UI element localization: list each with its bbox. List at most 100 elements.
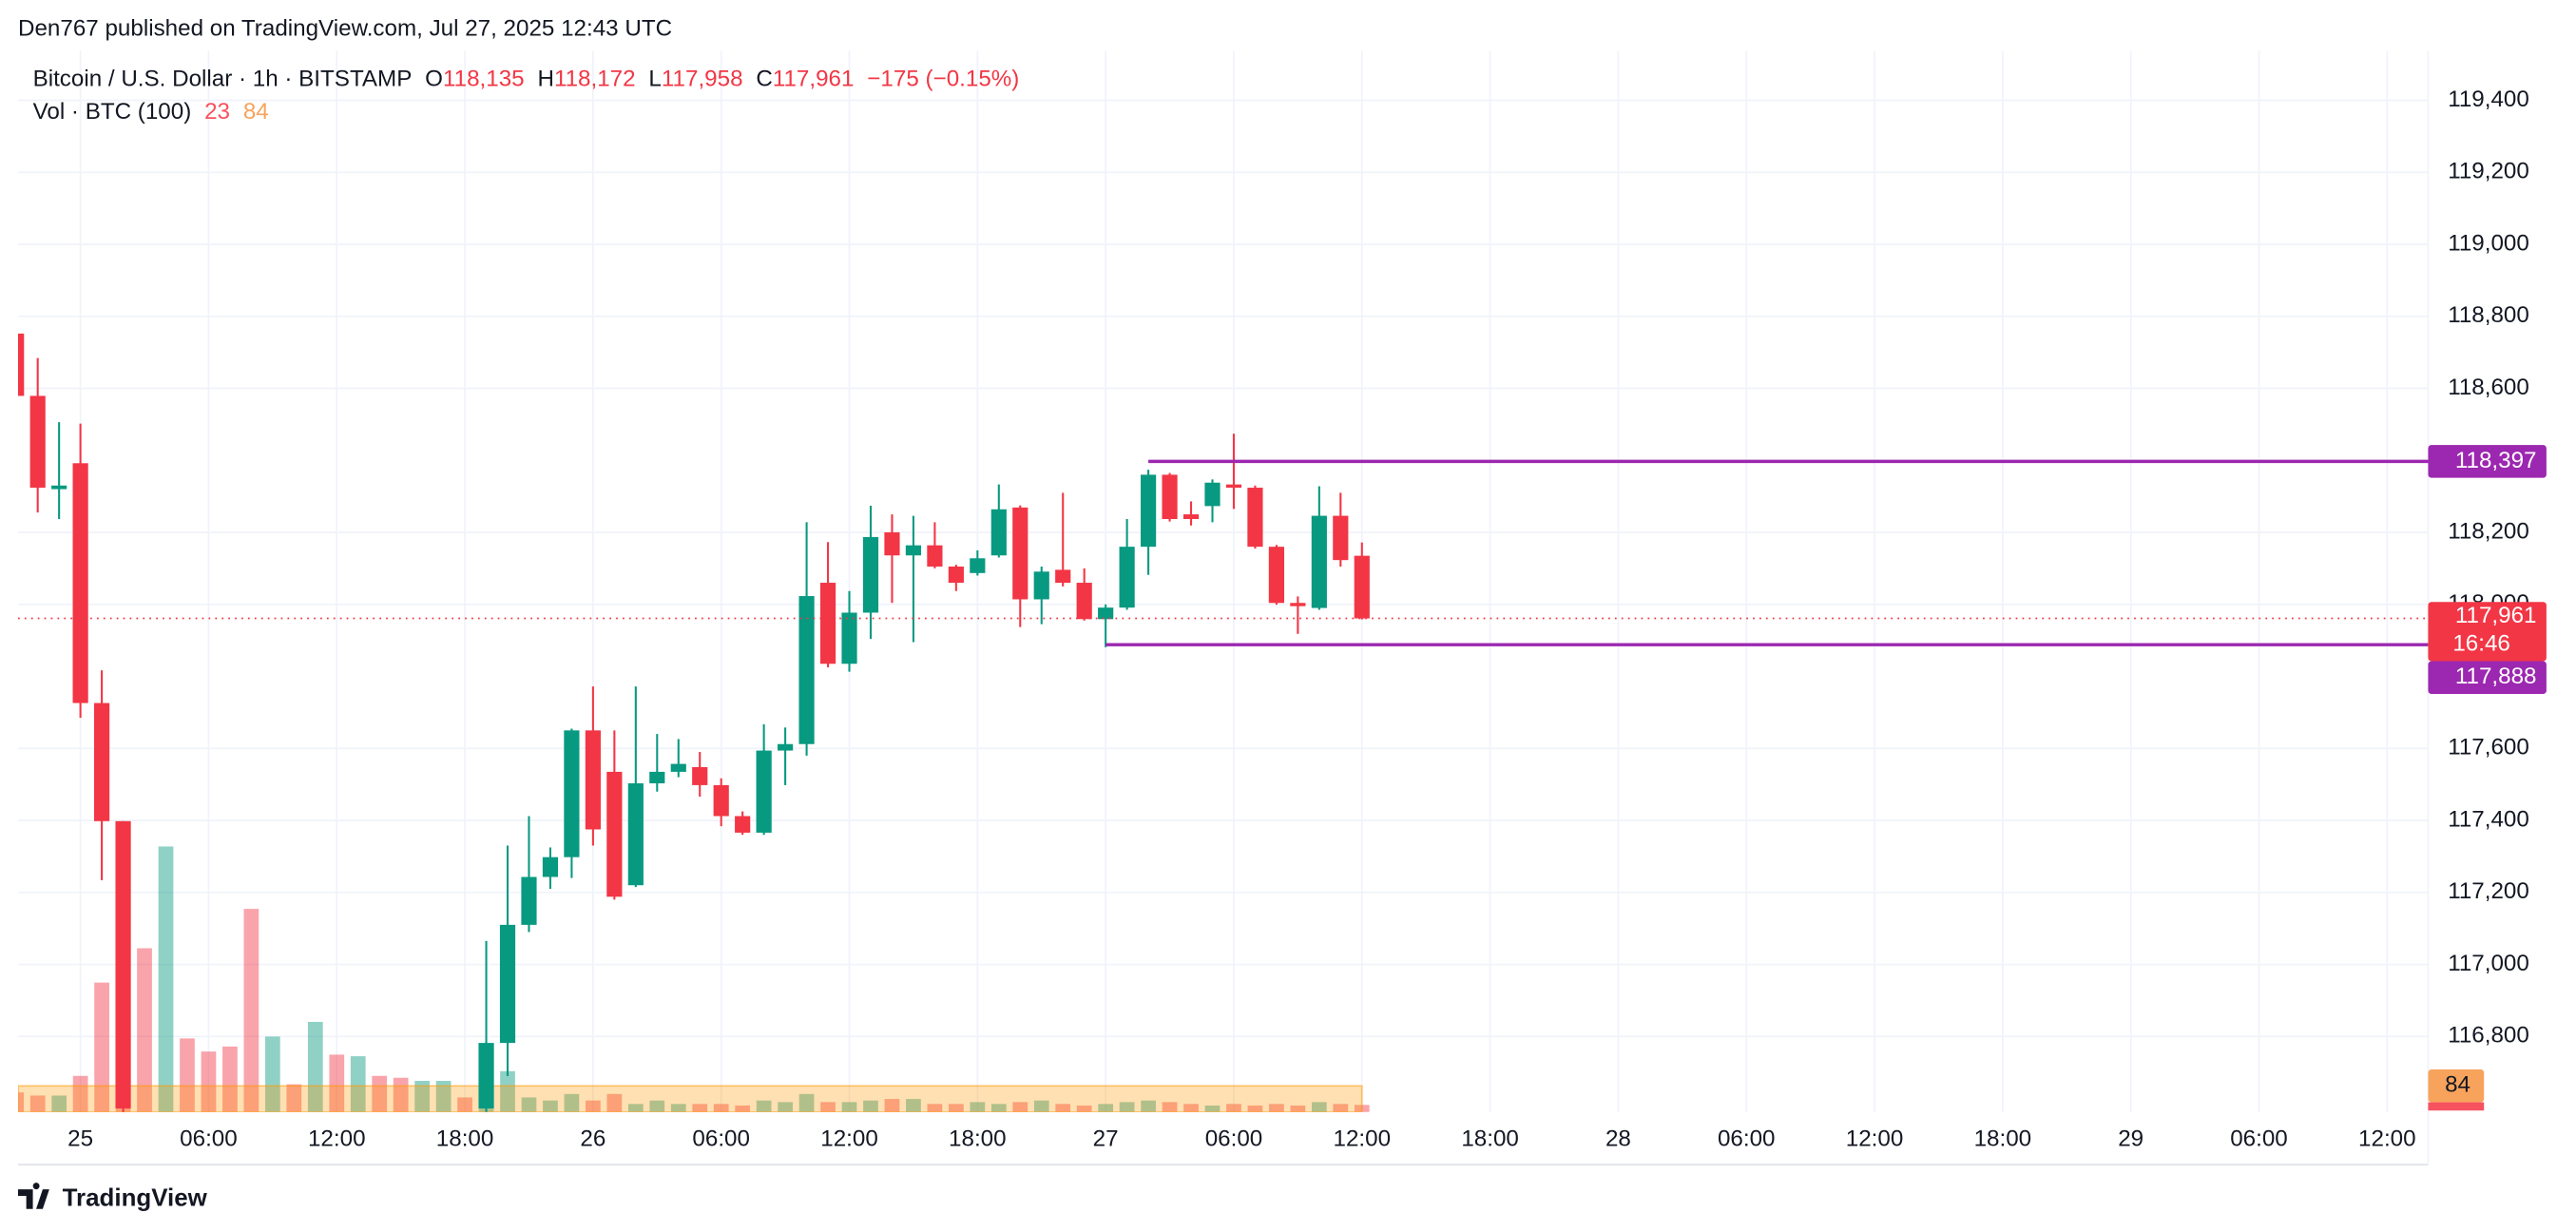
volume-bar <box>863 1100 878 1112</box>
legend-value: 118,172 <box>554 67 636 92</box>
volume-bar <box>1098 1104 1114 1112</box>
volume-bar <box>286 1084 302 1112</box>
volume-ma-area <box>18 1085 1363 1112</box>
y-tick-label: 119,400 <box>2448 87 2529 112</box>
volume-bar <box>180 1038 195 1112</box>
volume-bar <box>735 1105 751 1112</box>
volume-bar <box>414 1081 430 1112</box>
volume-bar <box>1183 1104 1199 1112</box>
candle-body <box>51 485 67 490</box>
candle-body <box>18 333 25 396</box>
volume-bar <box>586 1100 601 1112</box>
volume-bar <box>906 1099 921 1112</box>
candle-body <box>862 536 879 613</box>
candle-body <box>1268 547 1284 604</box>
level-label-box <box>2428 445 2547 478</box>
candle-body <box>542 857 559 877</box>
candle-body <box>1119 547 1135 608</box>
y-tick-label: 117,600 <box>2448 735 2529 760</box>
volume-bar <box>1119 1102 1135 1112</box>
x-tick-label: 18:00 <box>1461 1126 1519 1152</box>
volume-bar <box>798 1093 815 1112</box>
volume-bar <box>264 1036 280 1112</box>
candle-body <box>521 876 537 925</box>
volume-last-box <box>2428 1102 2485 1111</box>
volume-bar <box>500 1070 515 1112</box>
x-tick-label: 18:00 <box>1974 1126 2032 1152</box>
volume-bar <box>670 1104 686 1112</box>
volume-ma-box <box>2428 1068 2485 1103</box>
volume-bar <box>1226 1104 1241 1112</box>
x-tick-label: 29 <box>2118 1126 2143 1152</box>
candle-body <box>499 924 516 1044</box>
candle-body <box>1247 488 1263 548</box>
y-tick-label: 116,800 <box>2448 1023 2529 1049</box>
candle-body <box>1290 603 1306 606</box>
candle-body <box>564 730 580 857</box>
y-tick-label: 118,200 <box>2448 518 2529 544</box>
y-tick-label: 119,200 <box>2448 159 2529 184</box>
x-tick-label: 27 <box>1093 1126 1119 1152</box>
volume-bar <box>307 1021 323 1112</box>
candle-body <box>1204 482 1221 507</box>
candle-body <box>1225 484 1242 489</box>
volume-bar <box>927 1104 943 1112</box>
candle-body <box>990 509 1007 556</box>
candle-body <box>1033 571 1049 600</box>
volume-legend: Vol · BTC (100) 23 84 <box>33 100 269 125</box>
candle-body <box>72 463 88 703</box>
plot-area <box>18 333 1370 1112</box>
candle-body <box>798 596 815 744</box>
volume-bar <box>1033 1100 1049 1112</box>
volume-bar <box>970 1102 986 1112</box>
x-tick-label: 12:00 <box>820 1126 878 1152</box>
x-tick-label: 28 <box>1605 1126 1631 1152</box>
candle-body <box>585 730 601 830</box>
candle-body <box>927 545 943 567</box>
volume-bar <box>1269 1104 1284 1112</box>
volume-bar <box>329 1054 345 1112</box>
volume-bar <box>543 1100 558 1112</box>
volume-bar <box>158 846 174 1112</box>
volume-bar <box>778 1102 793 1112</box>
legend-change: −175 (−0.15%) <box>867 67 1019 92</box>
candle-body <box>1055 569 1071 584</box>
legend-value: 118,135 <box>443 67 525 92</box>
candle-body <box>692 766 708 785</box>
x-tick-label: 06:00 <box>692 1126 750 1152</box>
x-tick-label: 12:00 <box>308 1126 366 1152</box>
candle-body <box>1012 507 1028 600</box>
candle-body <box>970 558 986 573</box>
brand: TradingView <box>63 1184 208 1211</box>
legend-value: 117,961 <box>773 67 855 92</box>
legend-key: H <box>537 67 553 92</box>
volume-bar <box>1311 1102 1327 1112</box>
volume-bar <box>949 1104 964 1112</box>
volume-bar <box>457 1097 472 1112</box>
candle-body <box>606 771 623 897</box>
candle-body <box>29 395 46 489</box>
y-tick-label: 117,000 <box>2448 951 2529 976</box>
volume-bar <box>1204 1105 1221 1112</box>
volume-bar <box>1247 1105 1263 1112</box>
y-tick-label: 117,200 <box>2448 878 2529 904</box>
candle-body <box>819 583 836 664</box>
volume-bar <box>692 1104 708 1112</box>
candle-body <box>94 703 110 821</box>
volume-bar <box>606 1093 623 1112</box>
candle-body <box>1354 555 1370 619</box>
volume-bar <box>435 1081 452 1112</box>
volume-bar <box>51 1095 67 1112</box>
volume-bar <box>18 1092 25 1112</box>
y-tick-label: 117,400 <box>2448 806 2529 832</box>
volume-bar <box>1333 1104 1349 1112</box>
candle-body <box>1182 514 1200 519</box>
volume-bar <box>1012 1102 1028 1112</box>
legend-key: C <box>756 67 772 92</box>
x-tick-label: 12:00 <box>1334 1126 1392 1152</box>
volume-bar <box>1162 1102 1178 1112</box>
volume-bar <box>372 1075 388 1112</box>
